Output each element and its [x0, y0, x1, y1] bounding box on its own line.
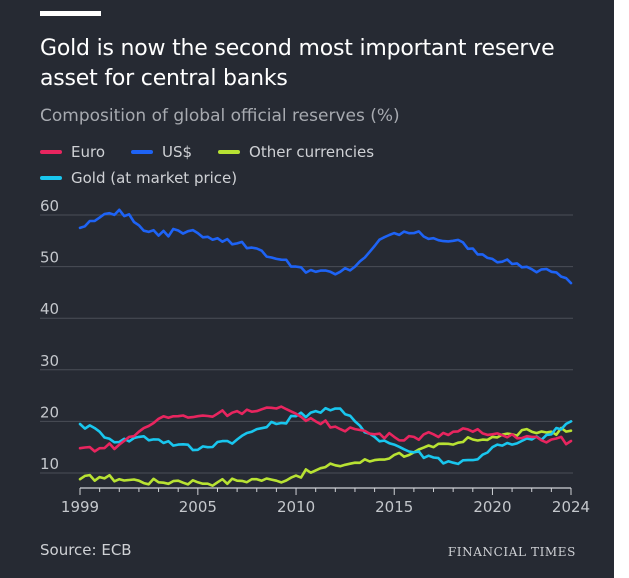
x-tick-label-2010: 2010 — [277, 498, 315, 516]
legend-swatch-other — [218, 150, 241, 154]
legend-label-other: Other currencies — [249, 143, 375, 161]
legend-item-usd: US$ — [131, 143, 192, 161]
x-tick-label-2005: 2005 — [179, 498, 217, 516]
y-tick-label-20: 20 — [40, 403, 59, 421]
legend-swatch-usd — [131, 150, 153, 154]
legend: Euro US$ Other currencies Gold (at marke… — [40, 139, 600, 191]
legend-label-usd: US$ — [162, 143, 193, 161]
x-tick-label-1999: 1999 — [61, 498, 99, 516]
source-note: Source: ECB — [40, 541, 132, 559]
accent-bar — [40, 11, 101, 16]
x-tick-label-2020: 2020 — [473, 498, 511, 516]
y-tick-label-40: 40 — [40, 300, 59, 318]
y-tick-label-10: 10 — [40, 455, 59, 473]
publisher-logo: FINANCIAL TIMES — [447, 545, 576, 559]
legend-item-other: Other currencies — [218, 143, 374, 161]
legend-item-euro: Euro — [40, 143, 105, 161]
y-tick-label-30: 30 — [40, 352, 59, 370]
y-tick-label-50: 50 — [40, 249, 59, 267]
legend-label-euro: Euro — [71, 143, 105, 161]
legend-label-gold: Gold (at market price) — [71, 169, 238, 187]
x-tick-label-2024: 2024 — [552, 498, 590, 516]
line-chart: 10 20 30 40 50 60 1999 2005 2010 2015 2020 2024 — [40, 197, 590, 516]
legend-swatch-euro — [40, 150, 62, 154]
legend-item-gold: Gold (at market price) — [40, 169, 237, 187]
chart-card: Gold is now the second most important re… — [0, 0, 614, 578]
chart-subtitle: Composition of global official reserves … — [40, 106, 400, 126]
series-line-euro — [78, 405, 573, 453]
legend-swatch-gold — [40, 176, 62, 180]
x-tick-label-2015: 2015 — [375, 498, 413, 516]
y-tick-label-60: 60 — [40, 197, 59, 215]
series-line-gold-at-market-price — [78, 406, 573, 466]
chart-title: Gold is now the second most important re… — [40, 36, 555, 91]
series-line-other-currencies — [78, 426, 573, 487]
series-line-us — [78, 208, 573, 285]
